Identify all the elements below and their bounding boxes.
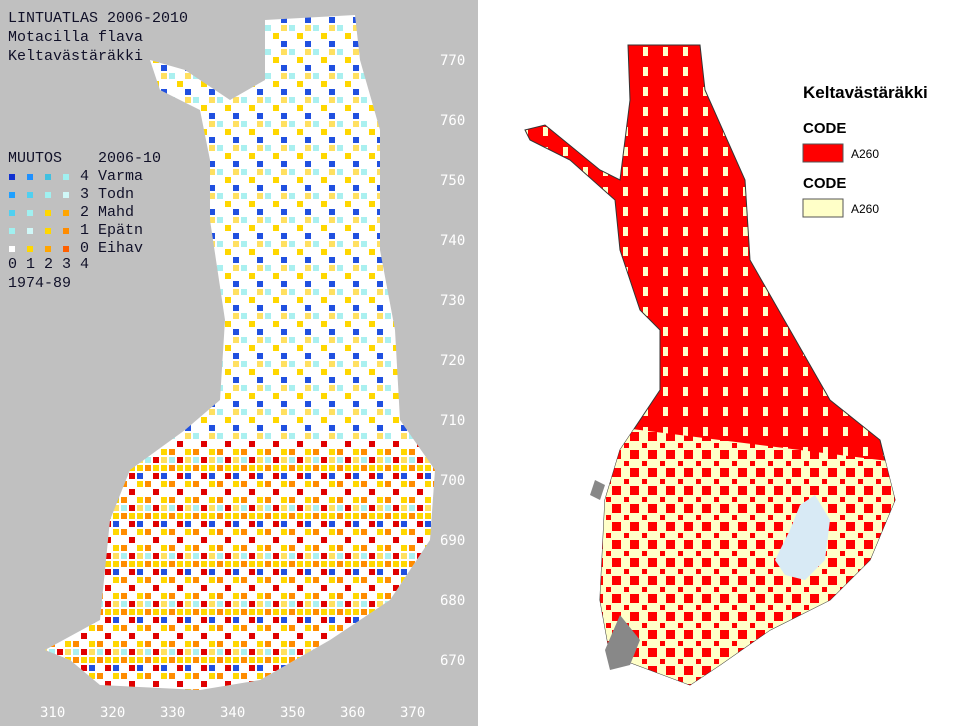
right-legend: Keltavästäräkki CODE A260 CODE A260 [802,83,928,218]
legend-label: 1 Epätn [80,222,143,239]
legend-header: MUUTOS [8,150,62,167]
x-axis-label: 350 [280,705,305,721]
legend-swatch [63,210,69,216]
legend-footer: 1974-89 [8,275,71,292]
y-axis-label: 680 [440,593,465,609]
legend-swatch [63,246,69,252]
y-axis-label: 670 [440,653,465,669]
legend-label: A260 [851,147,879,161]
x-axis-label: 330 [160,705,185,721]
legend-swatch [27,192,33,198]
legend-swatch [45,228,51,234]
y-axis-label: 770 [440,53,465,69]
x-axis-label: 340 [220,705,245,721]
legend-label: A260 [851,202,879,216]
map-title: LINTUATLAS 2006-2010 [8,10,188,27]
islands [605,615,640,670]
legend-swatch [45,174,51,180]
legend-swatch [45,246,51,252]
left-text: LINTUATLAS 2006-2010 Motacilla flava Kelta… [8,10,465,721]
y-axis-label: 690 [440,533,465,549]
legend-header: 2006-10 [98,150,161,167]
map-title: Motacilla flava [8,29,143,46]
legend-swatch [802,198,844,218]
legend-swatch [9,228,15,234]
legend-label: 4 Varma [80,168,143,185]
legend-swatch [27,246,33,252]
map-shape-south [45,440,435,690]
y-axis-label: 720 [440,353,465,369]
x-axis-label: 360 [340,705,365,721]
legend-swatch [9,192,15,198]
legend-title: Keltavästäräkki [803,83,928,102]
legend-label: 2 Mahd [80,204,134,221]
legend-label: 3 Todn [80,186,134,203]
legend-swatch [45,210,51,216]
islands [590,480,605,500]
legend-swatch [63,174,69,180]
legend-footer: 0 1 2 3 4 [8,256,89,273]
legend-swatch [27,210,33,216]
y-axis-label: 740 [440,233,465,249]
legend-swatch [27,174,33,180]
legend-swatch [63,228,69,234]
y-axis-label: 760 [440,113,465,129]
legend-swatch [27,228,33,234]
legend-swatch [9,210,15,216]
legend-heading: CODE [803,120,846,137]
legend-swatch [9,246,15,252]
legend-swatch [45,192,51,198]
legend-swatch [802,143,844,163]
x-axis-label: 370 [400,705,425,721]
legend-swatch [9,174,15,180]
legend-heading: CODE [803,175,846,192]
legend-label: 0 Eihav [80,240,143,257]
x-axis-label: 310 [40,705,65,721]
lake [775,495,830,580]
y-axis-label: 710 [440,413,465,429]
y-axis-label: 700 [440,473,465,489]
map-title: Keltavästäräkki [8,48,143,65]
y-axis-label: 750 [440,173,465,189]
y-axis-label: 730 [440,293,465,309]
legend-swatch [63,192,69,198]
x-axis-label: 320 [100,705,125,721]
